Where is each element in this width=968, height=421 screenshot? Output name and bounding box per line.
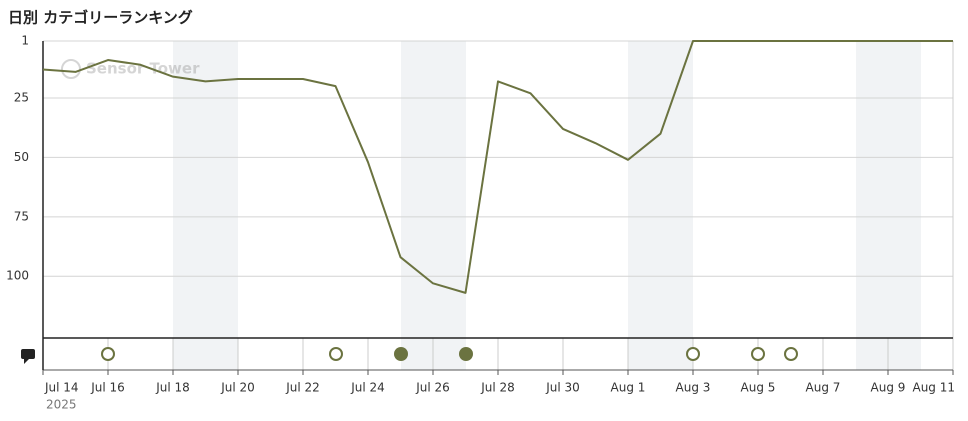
x-tick-label: Aug 3 — [676, 381, 711, 395]
x-year-label: 2025 — [46, 398, 77, 412]
weekend-band — [401, 41, 466, 370]
event-marker — [751, 347, 765, 361]
weekend-band — [856, 41, 921, 370]
x-tick-label: Aug 1 — [611, 381, 646, 395]
weekend-band — [173, 41, 238, 370]
y-tick-label: 50 — [14, 150, 29, 164]
watermark-text: Sensor Tower — [86, 60, 200, 78]
event-icon-tail — [24, 359, 29, 364]
x-tick-label: Jul 22 — [285, 381, 320, 395]
x-tick-label: Jul 24 — [350, 381, 385, 395]
x-tick-label: Aug 11 — [912, 381, 955, 395]
watermark: Sensor Tower — [61, 59, 200, 79]
event-icon-bubble — [21, 349, 35, 359]
x-tick-label: Jul 26 — [415, 381, 450, 395]
y-tick-label: 1 — [21, 34, 29, 48]
x-tick-label: Jul 18 — [155, 381, 190, 395]
x-tick-label: Jul 16 — [90, 381, 125, 395]
chart-title: 日別 カテゴリーランキング — [8, 9, 193, 27]
x-tick-label: Aug 9 — [871, 381, 906, 395]
event-marker — [784, 347, 798, 361]
x-tick-label: Jul 28 — [480, 381, 515, 395]
y-tick-label: 75 — [14, 209, 29, 223]
x-tick-label: Jul 14 — [44, 381, 79, 395]
x-tick-label: Aug 7 — [806, 381, 841, 395]
x-tick-label: Jul 20 — [220, 381, 255, 395]
weekend-band — [628, 41, 693, 370]
x-tick-label: Aug 5 — [741, 381, 776, 395]
weekend-bands — [173, 41, 921, 370]
y-tick-label: 25 — [14, 91, 29, 105]
ranking-line — [42, 40, 953, 294]
events — [101, 347, 798, 361]
event-marker — [329, 347, 343, 361]
event-icon — [21, 349, 35, 364]
event-marker — [394, 347, 408, 361]
watermark-icon — [61, 59, 81, 79]
x-tick-label: Jul 30 — [545, 381, 580, 395]
y-tick-label: 100 — [6, 269, 29, 283]
event-marker — [459, 347, 473, 361]
event-marker — [101, 347, 115, 361]
event-marker — [686, 347, 700, 361]
